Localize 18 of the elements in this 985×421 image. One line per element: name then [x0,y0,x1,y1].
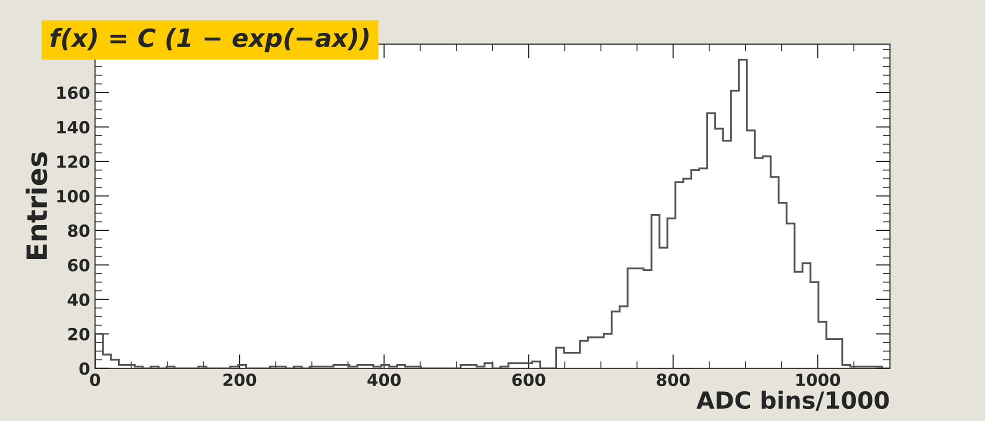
y-tick-label: 100 [57,190,90,203]
y-tick-label: 0 [79,362,90,375]
x-tick-label: 1000 [796,374,840,386]
y-tick-label: 40 [68,293,90,306]
x-tick-label: 400 [367,374,401,386]
y-tick-label: 140 [57,120,90,134]
x-axis-title: ADC bins/1000 [696,390,889,411]
y-tick-label: 120 [57,155,90,168]
y-axis-title: Entries [26,152,48,260]
y-tick-label: 80 [68,224,90,237]
x-tick-label: 0 [90,374,100,386]
y-tick-label: 60 [68,258,90,272]
x-tick-label: 200 [224,374,256,386]
annotation: f(x) = C (1 − exp(−ax)) [50,28,369,52]
y-tick-label: 20 [68,328,90,340]
x-tick-label: 800 [656,374,690,386]
x-tick-label: 600 [512,374,546,386]
y-tick-label: 160 [57,86,90,100]
